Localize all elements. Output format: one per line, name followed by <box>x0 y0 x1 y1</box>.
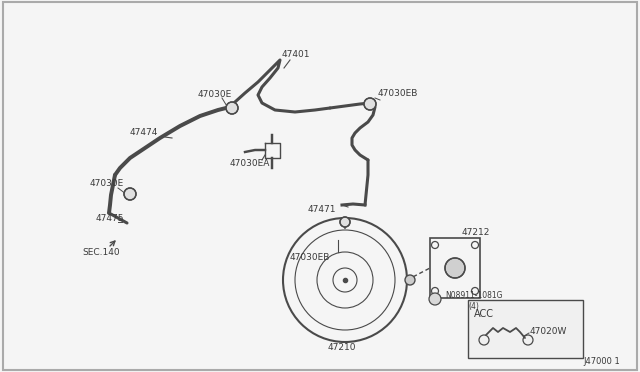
Circle shape <box>445 258 465 278</box>
Text: 47030E: 47030E <box>90 179 124 187</box>
Text: 47210: 47210 <box>328 343 356 353</box>
Text: 47030EB: 47030EB <box>378 89 419 97</box>
Text: (4): (4) <box>468 301 479 311</box>
Text: 47474: 47474 <box>130 128 158 137</box>
Text: 47475: 47475 <box>96 214 125 222</box>
Text: 47020W: 47020W <box>530 327 568 337</box>
Circle shape <box>340 217 350 227</box>
Text: ACC: ACC <box>474 309 494 319</box>
Text: 47471: 47471 <box>308 205 337 214</box>
Text: 47212: 47212 <box>462 228 490 237</box>
Circle shape <box>405 275 415 285</box>
Bar <box>430 238 480 298</box>
Circle shape <box>429 293 441 305</box>
Text: 47030EB: 47030EB <box>290 253 330 263</box>
Circle shape <box>226 102 238 114</box>
Text: 47030E: 47030E <box>198 90 232 99</box>
Circle shape <box>124 188 136 200</box>
Text: N08911-1081G: N08911-1081G <box>445 292 502 301</box>
Text: SEC.140: SEC.140 <box>82 247 120 257</box>
Text: 47030EA: 47030EA <box>230 158 270 167</box>
Bar <box>468 300 583 358</box>
Circle shape <box>364 98 376 110</box>
Text: 47401: 47401 <box>282 49 310 58</box>
Text: J47000 1: J47000 1 <box>583 357 620 366</box>
